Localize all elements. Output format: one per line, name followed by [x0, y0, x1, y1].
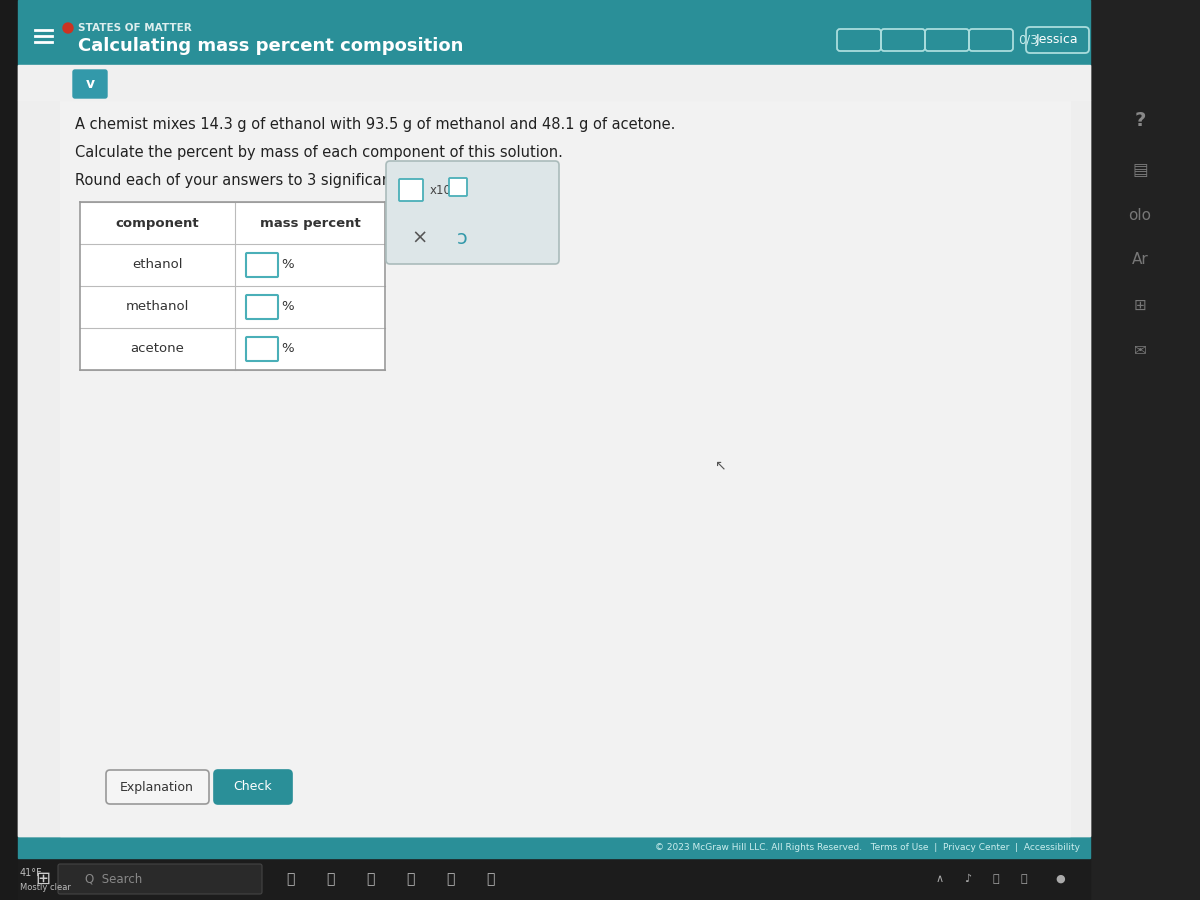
Text: ?: ?	[1134, 111, 1146, 130]
Text: ♪: ♪	[965, 874, 972, 884]
Text: Calculate the percent by mass of each component of this solution.: Calculate the percent by mass of each co…	[74, 146, 563, 160]
Text: 🔵: 🔵	[486, 872, 494, 886]
Text: 👤: 👤	[286, 872, 294, 886]
FancyBboxPatch shape	[386, 161, 559, 264]
Bar	[18, 65, 1090, 836]
Text: A chemist mixes 14.3 g of ethanol with 93.5 g of methanol and 48.1 g of acetone.: A chemist mixes 14.3 g of ethanol with 9…	[74, 118, 676, 132]
Text: Calculating mass percent composition: Calculating mass percent composition	[78, 37, 463, 55]
Bar	[18, 836, 1090, 858]
Text: Ar: Ar	[1132, 253, 1148, 267]
Circle shape	[64, 23, 73, 33]
Text: x10: x10	[430, 184, 452, 196]
FancyBboxPatch shape	[106, 770, 209, 804]
Text: acetone: acetone	[131, 343, 185, 356]
Bar	[0, 0, 18, 900]
Bar	[1090, 0, 1200, 900]
Text: Check: Check	[234, 780, 272, 794]
Text: Jessica: Jessica	[1036, 33, 1079, 47]
Bar	[18, 65, 1090, 100]
Text: ∧: ∧	[936, 874, 944, 884]
Text: ⊞: ⊞	[1134, 298, 1146, 312]
Text: mass percent: mass percent	[259, 217, 360, 230]
Text: %: %	[281, 343, 294, 356]
Text: ↄ: ↄ	[457, 229, 467, 248]
Text: component: component	[115, 217, 199, 230]
Text: ×: ×	[412, 229, 428, 248]
Text: 📷: 📷	[326, 872, 334, 886]
Text: ✉: ✉	[1134, 343, 1146, 357]
Bar	[80, 202, 385, 370]
FancyBboxPatch shape	[449, 178, 467, 196]
Bar	[18, 0, 1090, 65]
Text: Explanation: Explanation	[120, 780, 194, 794]
Text: © 2023 McGraw Hill LLC. All Rights Reserved.   Terms of Use  |  Privacy Center  : © 2023 McGraw Hill LLC. All Rights Reser…	[655, 842, 1080, 851]
Text: STATES OF MATTER: STATES OF MATTER	[78, 23, 192, 33]
Text: methanol: methanol	[126, 301, 190, 313]
Text: 📁: 📁	[366, 872, 374, 886]
FancyBboxPatch shape	[214, 770, 292, 804]
FancyBboxPatch shape	[73, 70, 107, 98]
Text: 0/3: 0/3	[1018, 33, 1038, 47]
Text: ▤: ▤	[1132, 161, 1148, 179]
Text: 📶: 📶	[992, 874, 1000, 884]
Bar	[18, 100, 1090, 836]
Text: ↖: ↖	[714, 458, 726, 472]
Text: %: %	[281, 258, 294, 272]
Text: Round each of your answers to 3 significant digits.: Round each of your answers to 3 signific…	[74, 174, 446, 188]
Text: Mostly clear: Mostly clear	[20, 883, 71, 892]
Text: 41°F: 41°F	[20, 868, 43, 878]
Text: Q  Search: Q Search	[85, 872, 143, 886]
Text: 🔋: 🔋	[1021, 874, 1027, 884]
FancyBboxPatch shape	[246, 337, 278, 361]
Text: olo: olo	[1128, 208, 1152, 222]
Text: ethanol: ethanol	[132, 258, 182, 272]
Text: ⊞: ⊞	[36, 870, 50, 888]
Bar	[18, 858, 1090, 900]
Text: %: %	[281, 301, 294, 313]
Text: v: v	[85, 77, 95, 91]
FancyBboxPatch shape	[58, 864, 262, 894]
FancyBboxPatch shape	[246, 253, 278, 277]
Bar	[60, 100, 1070, 836]
FancyBboxPatch shape	[398, 179, 424, 201]
Text: 🟢: 🟢	[446, 872, 454, 886]
Text: ●: ●	[1055, 874, 1064, 884]
Text: 🔴: 🔴	[406, 872, 414, 886]
FancyBboxPatch shape	[246, 295, 278, 319]
